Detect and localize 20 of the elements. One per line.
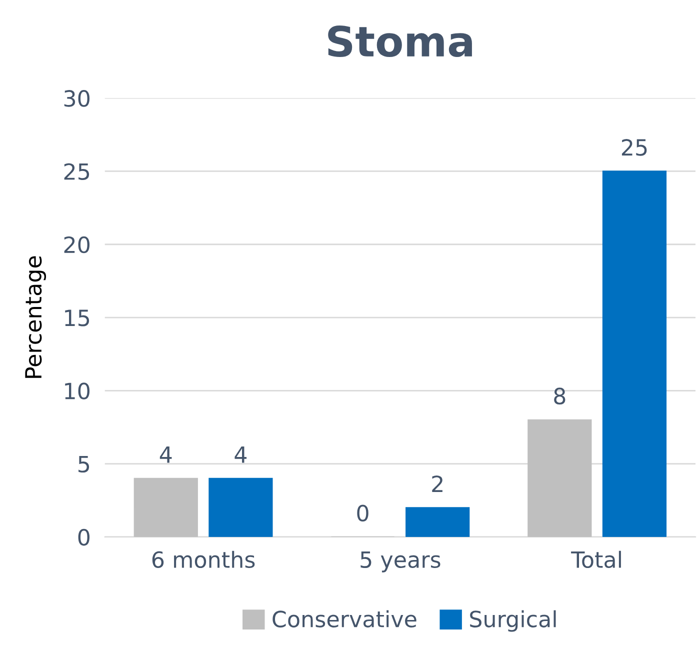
y-axis-title: Percentage [25, 256, 46, 378]
data-label: 2 [432, 475, 442, 492]
data-label: 25 [622, 139, 647, 156]
legend-label: Surgical [470, 610, 556, 632]
y-tick-label: 10 [65, 382, 90, 400]
legend-label: Conservative [272, 610, 416, 628]
y-tick-label: 30 [64, 90, 90, 107]
x-tick-label: 5 years [360, 552, 440, 572]
data-label: 8 [554, 388, 566, 404]
y-tick-label: 25 [64, 163, 90, 180]
x-tick-label: Total [571, 550, 621, 568]
data-label: 4 [160, 446, 172, 463]
y-tick-label: 0 [78, 528, 90, 546]
y-tick-label: 5 [78, 456, 90, 473]
y-tick-label: 20 [64, 236, 90, 254]
data-label: 4 [234, 446, 247, 463]
data-label: 0 [357, 504, 368, 522]
y-tick-label: 15 [65, 310, 90, 326]
chart-title: Stoma [328, 26, 472, 58]
x-tick-label: 6 months [152, 550, 255, 568]
